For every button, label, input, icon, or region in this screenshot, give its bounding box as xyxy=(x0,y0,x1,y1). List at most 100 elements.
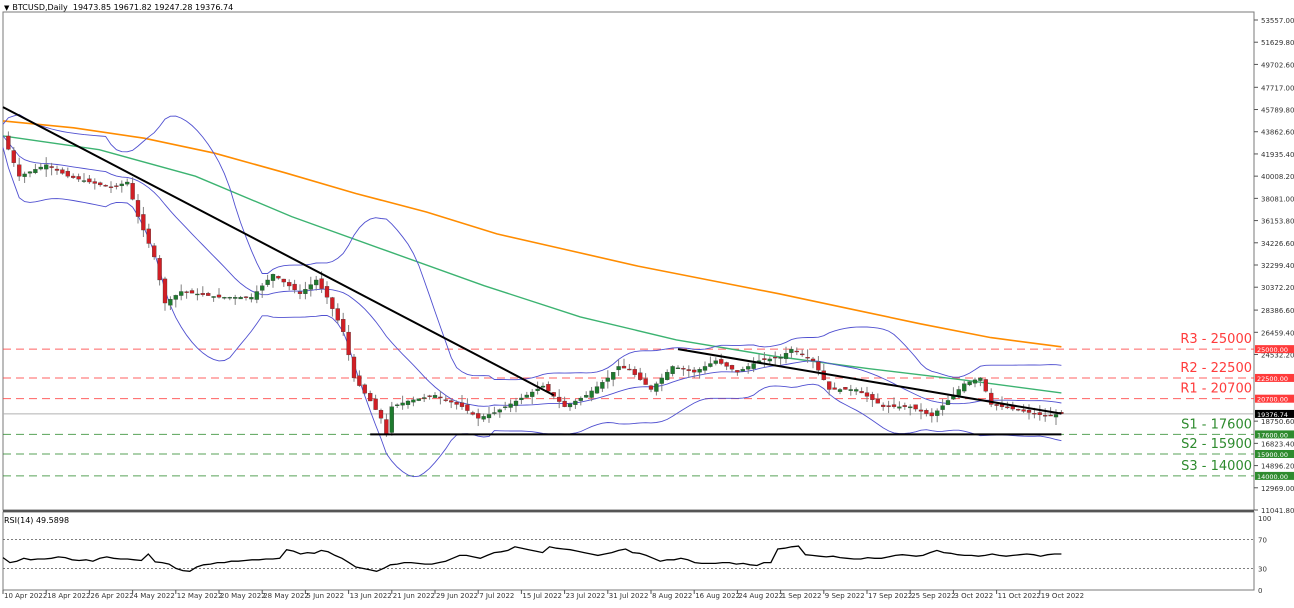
collapse-triangle-icon[interactable]: ▼ xyxy=(4,4,10,12)
candle xyxy=(573,400,578,405)
candle xyxy=(924,410,929,414)
candle xyxy=(141,214,146,231)
candle xyxy=(492,412,497,414)
candle xyxy=(119,183,124,187)
candle xyxy=(854,389,859,392)
y-tick-label: 41935.40 xyxy=(1261,151,1294,159)
candle xyxy=(276,275,281,279)
level-label-r2: R2 - 22500 xyxy=(1180,361,1252,376)
candle xyxy=(513,400,519,406)
candle xyxy=(562,400,567,407)
candle xyxy=(454,402,459,405)
rsi-tick-label: 100 xyxy=(1258,515,1271,523)
level-price-tag: 25000.00 xyxy=(1257,346,1288,354)
candle xyxy=(1005,406,1010,409)
candle xyxy=(411,399,416,403)
candle xyxy=(686,369,691,371)
candle xyxy=(675,367,681,370)
candle xyxy=(76,176,81,180)
candle xyxy=(962,383,967,392)
candle xyxy=(405,400,411,405)
candle xyxy=(346,331,351,356)
candle xyxy=(146,228,151,244)
candle xyxy=(935,410,940,416)
candle xyxy=(524,394,529,398)
candle xyxy=(881,404,886,407)
candle xyxy=(929,412,934,417)
candle xyxy=(6,135,11,150)
candle xyxy=(530,391,535,397)
candle xyxy=(416,398,421,401)
candle xyxy=(832,387,837,390)
candle xyxy=(465,404,470,411)
candle xyxy=(195,293,200,296)
x-tick-label: 23 Jul 2022 xyxy=(566,592,606,600)
candle xyxy=(476,413,481,419)
candle xyxy=(184,291,189,293)
candle xyxy=(740,369,745,372)
candle xyxy=(605,377,610,382)
candle xyxy=(443,399,448,401)
candle xyxy=(292,283,297,291)
candle xyxy=(794,350,799,353)
candle xyxy=(341,319,346,332)
candle xyxy=(422,397,427,399)
candle xyxy=(54,168,60,171)
candle xyxy=(227,297,232,299)
symbol-label: BTCUSD,Daily xyxy=(12,3,68,12)
ma-orange-line xyxy=(2,120,1062,348)
candle xyxy=(378,409,384,419)
candle xyxy=(211,296,216,298)
x-tick-label: 3 Oct 2022 xyxy=(954,592,993,600)
y-tick-label: 36153.80 xyxy=(1261,218,1294,226)
candle xyxy=(308,284,313,290)
candle xyxy=(589,390,594,398)
candle xyxy=(692,369,697,373)
trendlines xyxy=(2,106,1062,436)
x-tick-label: 16 Aug 2022 xyxy=(695,592,740,600)
candle xyxy=(864,392,870,397)
y-tick-label: 49702.60 xyxy=(1261,61,1294,69)
candle xyxy=(659,377,664,384)
candle xyxy=(978,377,983,381)
level-price-tag: 15900.00 xyxy=(1257,451,1288,459)
downtrend-line-2[interactable] xyxy=(677,348,1062,415)
candle xyxy=(897,406,902,409)
candle xyxy=(497,409,502,413)
candle xyxy=(265,279,270,285)
candle xyxy=(767,358,772,362)
candle xyxy=(65,170,70,177)
candle xyxy=(260,285,265,291)
candle xyxy=(616,366,621,371)
x-tick-label: 13 Jun 2022 xyxy=(350,592,392,600)
x-tick-label: 10 Apr 2022 xyxy=(4,592,47,600)
candle xyxy=(519,397,524,401)
y-tick-label: 26459.40 xyxy=(1261,329,1294,337)
y-tick-label: 24532.20 xyxy=(1261,352,1294,360)
candle xyxy=(665,372,670,380)
downtrend-line-1[interactable] xyxy=(2,106,555,397)
x-tick-label: 17 Sep 2022 xyxy=(868,592,912,600)
x-tick-label: 29 Jun 2022 xyxy=(436,592,478,600)
x-axis: 10 Apr 2022 18 Apr 2022 26 Apr 2022 4 May 2… xyxy=(2,590,1084,600)
candle xyxy=(611,372,616,380)
x-tick-label: 31 Jul 2022 xyxy=(609,592,649,600)
y-tick-label: 30372.20 xyxy=(1261,284,1294,292)
y-axis: 53557.00 51629.80 49702.60 47717.00 45789.80… xyxy=(1254,17,1294,515)
candle xyxy=(762,358,767,360)
candle xyxy=(216,294,222,298)
candle xyxy=(810,358,816,361)
candle xyxy=(789,348,794,353)
candle xyxy=(233,297,238,299)
y-tick-label: 14896.20 xyxy=(1261,463,1294,471)
candle xyxy=(643,378,648,385)
candle xyxy=(49,166,54,168)
candle xyxy=(189,290,195,294)
candle xyxy=(546,384,551,392)
candle xyxy=(594,386,600,394)
rsi-pane: 100 70 30 0 xyxy=(2,515,1271,595)
candle xyxy=(891,404,897,407)
candle xyxy=(200,293,205,295)
candle xyxy=(38,166,43,170)
